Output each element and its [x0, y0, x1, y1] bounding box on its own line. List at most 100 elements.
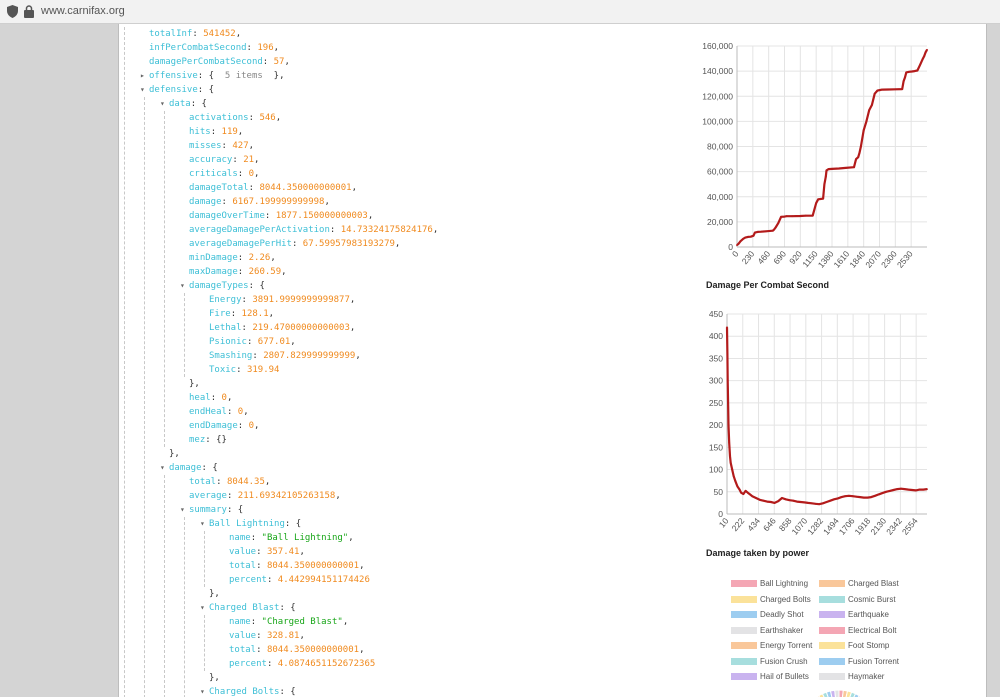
- tree-value: 8044.350000000001: [266, 561, 360, 571]
- tree-line[interactable]: ▾ Ball Lightning: {: [200, 517, 301, 531]
- tree-value: 541452: [203, 29, 236, 39]
- tree-line[interactable]: ▾ damage: {: [160, 461, 218, 475]
- tree-value: 0: [248, 169, 255, 179]
- data-point: [857, 156, 860, 159]
- data-point: [838, 167, 840, 170]
- data-point: [740, 491, 742, 494]
- tree-comma: ,: [284, 57, 290, 67]
- tree-line[interactable]: ▾ defensive: {: [140, 83, 214, 97]
- data-point: [726, 326, 728, 329]
- collapse-arrow-icon[interactable]: ▾: [180, 505, 185, 514]
- collapse-arrow-icon[interactable]: ▾: [200, 603, 205, 612]
- tree-key: damage: [169, 463, 202, 473]
- data-point: [908, 70, 910, 73]
- data-point: [814, 502, 817, 505]
- legend-item[interactable]: Energy Torrent: [731, 641, 812, 653]
- data-point: [905, 71, 908, 74]
- tree-value: 211.69342105263158: [237, 491, 336, 501]
- tree-line: infPerCombatSecond: 196,: [149, 41, 279, 55]
- collapse-arrow-icon[interactable]: ▾: [200, 687, 205, 696]
- legend-item[interactable]: Earthshaker: [731, 626, 803, 638]
- data-point: [840, 496, 843, 498]
- legend-item[interactable]: Earthquake: [819, 610, 889, 622]
- tree-key: summary: [189, 505, 227, 515]
- tree-line: percent: 4.0874651152672365: [229, 657, 375, 671]
- tree-line[interactable]: ▾ data: {: [160, 97, 207, 111]
- y-tick-label: 350: [709, 353, 723, 363]
- tree-value: {}: [216, 435, 227, 445]
- y-tick-label: 140,000: [702, 66, 733, 76]
- tree-line[interactable]: ▸ offensive: { 5 items },: [140, 69, 285, 83]
- tree-line[interactable]: ▾ damageTypes: {: [180, 279, 265, 293]
- collapse-arrow-icon[interactable]: ▾: [200, 519, 205, 528]
- data-point: [833, 498, 835, 501]
- x-tick-label: 1706: [837, 516, 857, 537]
- tree-brace-open: {: [295, 519, 302, 529]
- collapse-arrow-icon[interactable]: ▾: [160, 99, 165, 108]
- tree-value: 6167.199999999998: [232, 197, 325, 207]
- tree-comma: ,: [290, 337, 296, 347]
- x-tick-label: 2300: [879, 249, 899, 270]
- url-text[interactable]: www.carnifax.org: [41, 5, 125, 17]
- tree-line[interactable]: ▾ Charged Bolts: {: [200, 685, 296, 697]
- legend-item[interactable]: Deadly Shot: [731, 610, 804, 622]
- collapse-arrow-icon[interactable]: ▾: [140, 85, 145, 94]
- y-tick-label: 150: [709, 442, 723, 452]
- data-point: [803, 501, 806, 504]
- tree-brace-open: {: [208, 71, 215, 81]
- legend-item[interactable]: Foot Stomp: [819, 641, 889, 653]
- data-point: [758, 498, 761, 501]
- y-tick-label: 100,000: [702, 116, 733, 126]
- data-point: [879, 89, 882, 91]
- collapse-arrow-icon[interactable]: ▾: [160, 463, 165, 472]
- data-point: [866, 496, 869, 499]
- tree-comma: ,: [359, 645, 365, 655]
- tree-line: totalInf: 541452,: [149, 27, 241, 41]
- tree-value: 1877.150000000003: [275, 211, 368, 221]
- legend-item[interactable]: Ball Lightning: [731, 579, 808, 591]
- tree-key: total: [189, 477, 217, 487]
- tree-value: 546: [259, 113, 276, 123]
- data-point: [892, 489, 895, 491]
- tree-line: percent: 4.442994151174426: [229, 573, 370, 587]
- tree-brace-close: },: [209, 589, 220, 599]
- tree-value: 8044.35: [226, 477, 265, 487]
- x-tick-label: 434: [745, 516, 762, 534]
- data-point: [739, 240, 742, 243]
- tree-comma: ,: [254, 155, 260, 165]
- tree-comma: ,: [281, 267, 287, 277]
- y-tick-label: 20,000: [707, 217, 733, 227]
- legend-item[interactable]: Fusion Crush: [731, 657, 808, 669]
- legend-item[interactable]: Fusion Torrent: [819, 657, 899, 669]
- data-point: [831, 168, 833, 170]
- tree-line: damageOverTime: 1877.150000000003,: [189, 209, 373, 223]
- data-point: [822, 502, 824, 505]
- data-point: [796, 500, 798, 503]
- legend-item[interactable]: Haymaker: [819, 672, 884, 684]
- tree-key: endHeal: [189, 407, 227, 417]
- tree-line[interactable]: ▾ Charged Blast: {: [200, 601, 296, 615]
- tree-value: 2807.829999999999: [263, 351, 356, 361]
- legend-item[interactable]: Cosmic Burst: [819, 595, 896, 607]
- x-tick-label: 2070: [863, 249, 883, 270]
- legend-item[interactable]: Hail of Bullets: [731, 672, 809, 684]
- x-tick-label: 690: [771, 249, 788, 267]
- tree-colon: :: [256, 561, 267, 571]
- tree-line[interactable]: ▾ summary: {: [180, 503, 243, 517]
- legend-item[interactable]: Charged Blast: [819, 579, 899, 591]
- tree-key: damagePerCombatSecond: [149, 57, 263, 67]
- indent-guide: [184, 293, 185, 377]
- collapse-arrow-icon[interactable]: ▾: [180, 281, 185, 290]
- legend-item[interactable]: Electrical Bolt: [819, 626, 896, 638]
- damage-per-combat-second-chart: 0501001502002503003504004501022243464685…: [709, 309, 928, 537]
- tree-colon: :: [241, 323, 253, 333]
- expand-arrow-icon[interactable]: ▸: [140, 71, 145, 80]
- data-point: [918, 488, 921, 491]
- legend-label: Deadly Shot: [760, 610, 804, 619]
- data-point: [799, 215, 802, 217]
- tree-key: value: [229, 631, 257, 641]
- tree-comma: ,: [268, 309, 275, 319]
- data-point: [752, 234, 755, 237]
- legend-item[interactable]: Charged Bolts: [731, 595, 811, 607]
- data-point: [746, 491, 749, 494]
